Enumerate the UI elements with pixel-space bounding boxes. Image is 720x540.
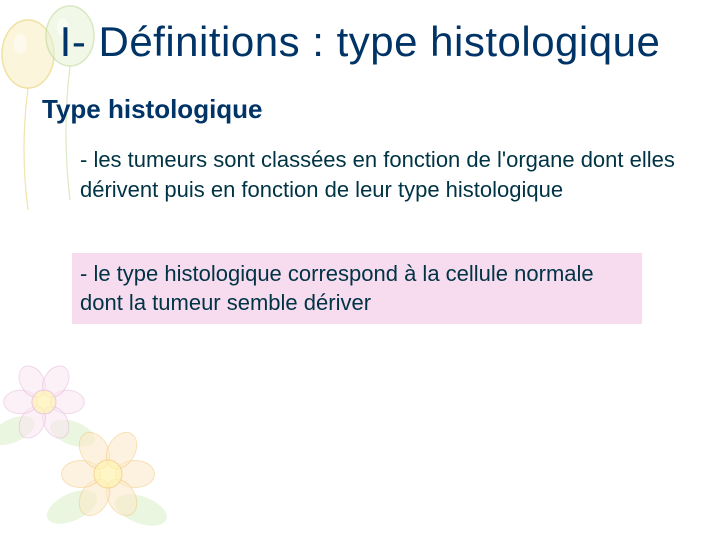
slide-subtitle: Type histologique xyxy=(42,94,720,125)
paragraph-1: - les tumeurs sont classées en fonction … xyxy=(80,145,680,204)
highlighted-box: - le type histologique correspond à la c… xyxy=(72,253,642,324)
slide-content: I- Définitions : type histologique Type … xyxy=(0,0,720,540)
paragraph-2: - le type histologique correspond à la c… xyxy=(80,259,634,318)
slide-title: I- Définitions : type histologique xyxy=(0,0,720,66)
